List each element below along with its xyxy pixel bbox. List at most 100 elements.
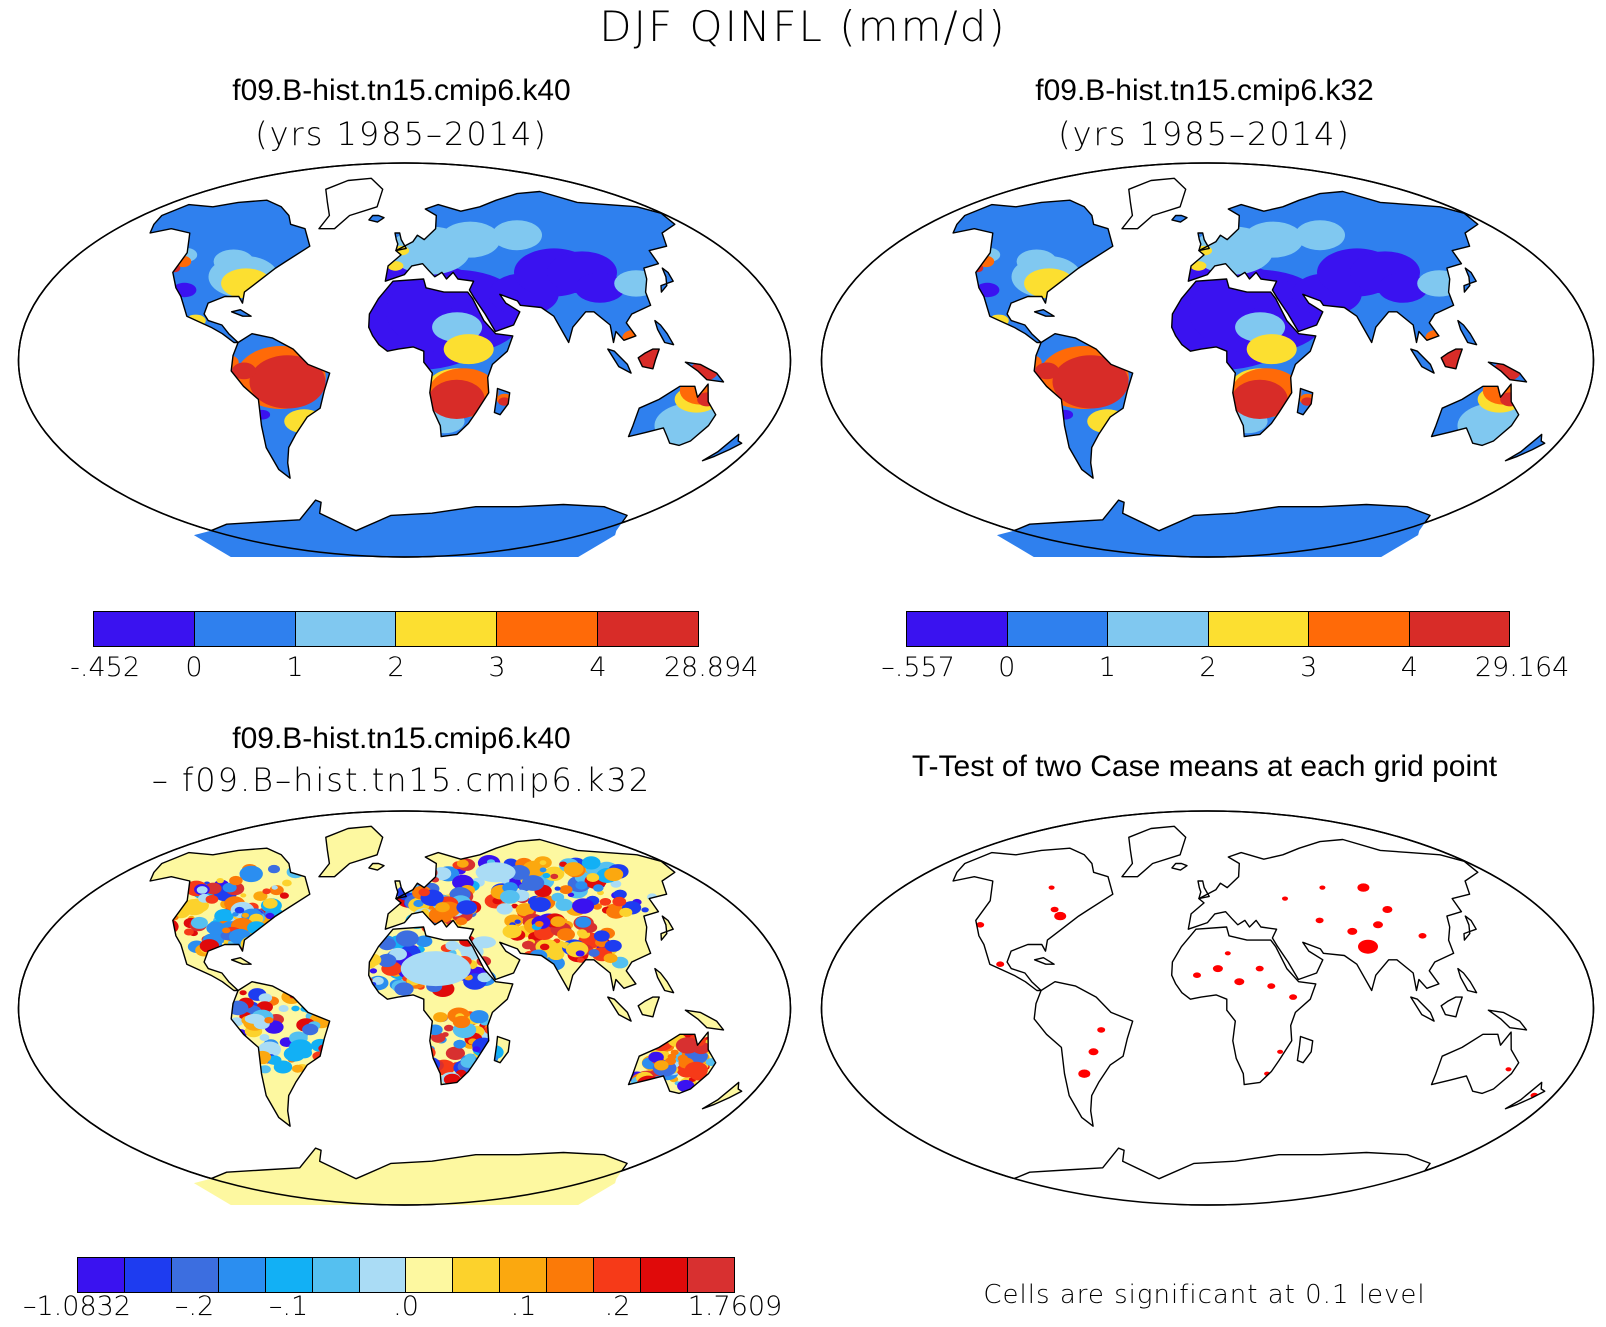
difference-cell [684,1061,708,1078]
panel-ttest-title: T-Test of two Case means at each grid po… [911,750,1498,783]
colorbar-k40-box [598,612,698,646]
colorbar-k40-tick-label: 4 [589,652,607,683]
coastline-northAmerica [149,199,311,344]
difference-cell [234,906,245,914]
colorbar-diff-box [641,1258,688,1292]
coastline-australia [627,383,717,447]
coastline-africa [368,278,514,438]
significant-cell [1097,1027,1106,1033]
difference-cell [377,953,397,968]
difference-cell [395,930,419,947]
wettest-region [1231,379,1288,419]
difference-cell [521,875,545,891]
difference-cell [183,928,194,936]
colorbar-diff-tick-label: .1 [510,1291,537,1322]
colorbar-diff-box [312,1258,360,1292]
difference-cell [456,900,478,915]
colorbar-k40-labels: -.452 0 1 2 3 4 28.894 [0,652,803,686]
difference-cell [575,950,585,957]
difference-cell [550,916,566,927]
coastline-iceland [1171,862,1188,871]
difference-cell [593,930,610,942]
colorbar-k40-tick-label: 3 [488,652,506,683]
difference-cell [542,872,551,879]
colorbar-k32-box [1007,612,1108,646]
significant-cell [1088,1048,1099,1056]
difference-cell [539,943,550,951]
significant-cell [1193,972,1201,978]
difference-cell [522,940,535,950]
colorbar-k40-box [94,612,195,646]
coastline-southAmerica [1033,981,1134,1127]
difference-cell [222,927,231,934]
coastline-cuba [1033,957,1055,965]
difference-cell [563,862,584,877]
map-frame [820,162,1595,558]
difference-cell [604,867,624,882]
difference-cell [514,919,521,924]
difference-cell [418,888,430,897]
difference-cell [619,907,633,917]
map-frame [17,162,792,558]
difference-cell [444,1024,454,1032]
colorbar-k40-tick-label: 28.894 [663,652,759,683]
moderate-region [1016,249,1057,274]
difference-cell [433,1012,448,1023]
colorbar-k32 [906,611,1510,647]
significant-cell [1418,933,1427,939]
map-border [17,810,792,1206]
coastline-borneo [637,348,660,370]
map-k40 [17,162,792,558]
coastline-southAmerica [1033,333,1134,479]
difference-cell [500,890,520,904]
coastline-philippines [654,319,675,346]
difference-cell [575,916,592,928]
coastline-europeAsia [1187,190,1479,344]
colorbar-k32-tick-label: 4 [1400,652,1418,683]
moderate-region [440,221,501,258]
coastline-madagascar [1296,1035,1314,1064]
map-border [17,162,792,558]
coastline-uk [1197,880,1210,900]
significant-cell [1267,983,1276,989]
coastline-greenland [1121,825,1187,878]
difference-cell [452,1015,471,1029]
difference-cell [453,1039,466,1049]
coastline-madagascar [1296,387,1314,416]
difference-cell [575,881,588,890]
colorbar-diff-box [500,1258,548,1292]
wet-region [443,334,494,365]
difference-cell [253,891,268,901]
map-frame [17,810,792,1206]
greenland-ice [319,178,383,229]
colorbar-k40-tick-label: -.452 [70,652,141,683]
difference-cell [267,1055,282,1065]
panel-k40-title: f09.B-hist.tn15.cmip6.k40 [232,74,571,107]
colorbar-diff-box [687,1258,734,1292]
panel-k32-subtitle: (yrs 1985–2014) [1058,115,1351,153]
coastline-japan [660,267,674,293]
difference-cell [456,859,469,868]
panel-k40-subtitle: (yrs 1985–2014) [255,115,548,153]
coastline-southAmerica [230,981,331,1127]
colorbar-k32-tick-label: 1 [1098,652,1116,683]
dry-region [574,272,625,303]
wettest-region [249,355,326,409]
panel-k32-title: f09.B-hist.tn15.cmip6.k32 [1035,74,1374,107]
map-frame [820,810,1595,1206]
significant-cell [1050,906,1059,913]
coastline-indonesia [1410,996,1435,1022]
difference-cell [445,1046,466,1060]
difference-cell [291,1064,304,1073]
colorbar-k40-box [497,612,599,646]
difference-cell [279,892,289,899]
wet-region [1246,334,1297,365]
coastline-europeAsia [384,190,676,344]
coastline-uk [394,880,407,900]
wettest-region [232,362,256,380]
moderate-region [213,249,254,274]
colorbar-k32-tick-label: 0 [998,652,1016,683]
coastline-japan [1463,915,1477,941]
significant-cell [1505,1067,1512,1072]
coastlines [149,825,743,1205]
